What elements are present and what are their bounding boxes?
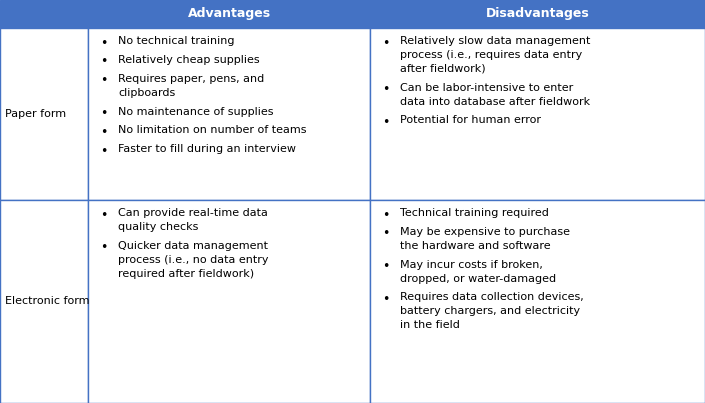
Text: after fieldwork): after fieldwork) bbox=[400, 64, 486, 74]
Text: May incur costs if broken,: May incur costs if broken, bbox=[400, 260, 543, 270]
Text: •: • bbox=[100, 107, 108, 120]
Text: No maintenance of supplies: No maintenance of supplies bbox=[118, 106, 274, 116]
Text: quality checks: quality checks bbox=[118, 222, 198, 232]
Text: •: • bbox=[100, 241, 108, 254]
Bar bbox=[0, 200, 88, 403]
Bar bbox=[370, 28, 705, 200]
Text: Faster to fill during an interview: Faster to fill during an interview bbox=[118, 144, 296, 154]
Text: Electronic form: Electronic form bbox=[5, 297, 90, 307]
Text: in the field: in the field bbox=[400, 320, 460, 330]
Bar bbox=[370, 200, 705, 403]
Text: Disadvantages: Disadvantages bbox=[486, 8, 589, 21]
Bar bbox=[370, 0, 705, 28]
Bar bbox=[88, 0, 370, 28]
Text: process (i.e., no data entry: process (i.e., no data entry bbox=[118, 255, 269, 265]
Text: Paper form: Paper form bbox=[5, 109, 66, 119]
Text: clipboards: clipboards bbox=[118, 88, 176, 98]
Text: Relatively cheap supplies: Relatively cheap supplies bbox=[118, 55, 259, 65]
Text: Potential for human error: Potential for human error bbox=[400, 115, 541, 125]
Text: •: • bbox=[382, 209, 390, 222]
Text: •: • bbox=[100, 56, 108, 69]
Text: •: • bbox=[100, 126, 108, 139]
Text: •: • bbox=[100, 74, 108, 87]
Text: •: • bbox=[382, 227, 390, 241]
Text: Technical training required: Technical training required bbox=[400, 208, 549, 218]
Text: May be expensive to purchase: May be expensive to purchase bbox=[400, 227, 570, 237]
Text: Can be labor-intensive to enter: Can be labor-intensive to enter bbox=[400, 83, 573, 93]
Text: No limitation on number of teams: No limitation on number of teams bbox=[118, 125, 307, 135]
Bar bbox=[0, 0, 88, 28]
Text: required after fieldwork): required after fieldwork) bbox=[118, 268, 254, 278]
Text: No technical training: No technical training bbox=[118, 36, 235, 46]
Text: Relatively slow data management: Relatively slow data management bbox=[400, 36, 590, 46]
Text: process (i.e., requires data entry: process (i.e., requires data entry bbox=[400, 50, 582, 60]
Text: •: • bbox=[382, 293, 390, 306]
Text: the hardware and software: the hardware and software bbox=[400, 241, 551, 251]
Text: Requires data collection devices,: Requires data collection devices, bbox=[400, 293, 584, 302]
Text: Can provide real-time data: Can provide real-time data bbox=[118, 208, 268, 218]
Text: •: • bbox=[382, 83, 390, 96]
Text: •: • bbox=[382, 37, 390, 50]
Text: Requires paper, pens, and: Requires paper, pens, and bbox=[118, 74, 264, 84]
Bar bbox=[0, 28, 88, 200]
Text: •: • bbox=[382, 116, 390, 129]
Text: Quicker data management: Quicker data management bbox=[118, 241, 268, 251]
Bar bbox=[88, 200, 370, 403]
Text: dropped, or water-damaged: dropped, or water-damaged bbox=[400, 274, 556, 284]
Text: •: • bbox=[100, 145, 108, 158]
Bar bbox=[88, 28, 370, 200]
Text: Advantages: Advantages bbox=[188, 8, 271, 21]
Text: battery chargers, and electricity: battery chargers, and electricity bbox=[400, 306, 580, 316]
Text: data into database after fieldwork: data into database after fieldwork bbox=[400, 97, 590, 106]
Text: •: • bbox=[382, 260, 390, 273]
Text: •: • bbox=[100, 37, 108, 50]
Text: •: • bbox=[100, 209, 108, 222]
